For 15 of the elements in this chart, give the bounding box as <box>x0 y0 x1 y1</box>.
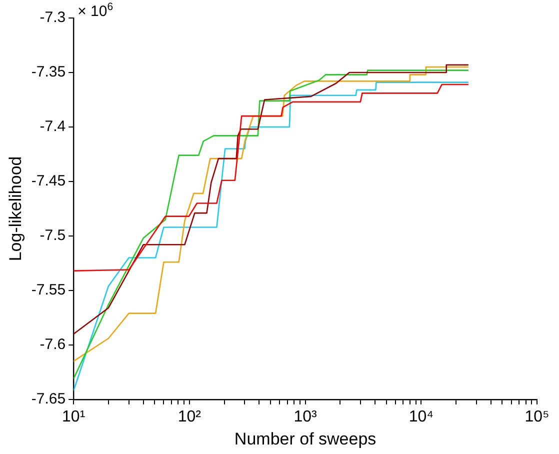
y-tick-label: -7.3 <box>40 9 66 26</box>
x-axis-title: Number of sweeps <box>234 429 376 448</box>
y-tick-label: -7.65 <box>31 390 66 408</box>
y-tick-label: -7.4 <box>40 118 66 136</box>
y-tick-label: -7.45 <box>31 172 66 190</box>
x-tick-label: 10⁴ <box>408 408 434 426</box>
y-tick-label: -7.35 <box>31 64 66 81</box>
y-tick-label: -7.5 <box>40 227 66 244</box>
y-tick-label: -7.6 <box>40 336 66 354</box>
y-axis-title: Log-likelihood <box>6 156 25 262</box>
y-tick-label: -7.55 <box>31 282 66 299</box>
x-tick-label: 10¹ <box>62 408 86 426</box>
x-tick-label: 10² <box>178 408 202 426</box>
x-tick-label: 10⁵ <box>524 408 550 426</box>
x-tick-label: 10³ <box>294 408 318 426</box>
